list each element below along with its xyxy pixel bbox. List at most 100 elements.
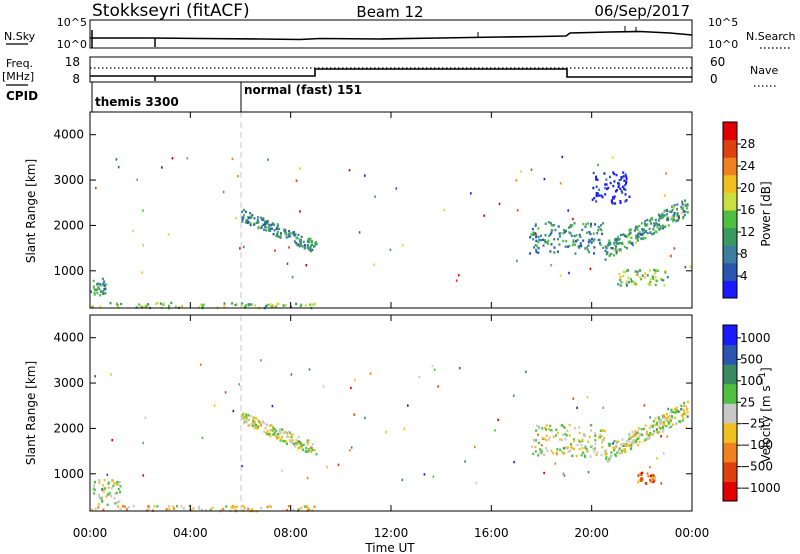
data-cell <box>601 441 603 444</box>
data-cell <box>599 433 602 437</box>
data-cell <box>658 218 661 221</box>
colorbar-segment <box>723 403 737 424</box>
data-cell <box>549 233 552 236</box>
data-cell <box>516 209 519 212</box>
data-cell <box>300 506 303 510</box>
data-cell <box>605 252 608 256</box>
data-cell <box>566 447 569 450</box>
data-cell <box>668 419 671 422</box>
data-cell <box>616 242 619 245</box>
data-cell <box>610 454 613 457</box>
data-cell <box>680 205 683 209</box>
data-cell <box>277 436 280 439</box>
data-cell <box>615 444 618 447</box>
data-cell <box>618 248 621 251</box>
data-cell <box>675 408 678 412</box>
y-tick-label: 3000 <box>53 376 84 390</box>
data-cell <box>572 240 575 244</box>
data-cell <box>556 431 559 434</box>
data-cell <box>602 429 605 432</box>
velocity-panel: 1000 2000 3000 4000 00:00 04:00 08:00 12:00 16:… <box>24 112 781 554</box>
data-cell <box>654 283 657 286</box>
data-cell <box>120 302 123 306</box>
data-cell <box>100 290 102 293</box>
data-cell <box>95 288 98 291</box>
data-cell <box>650 278 653 281</box>
data-cell <box>608 254 611 257</box>
noise-search-label: N.Search <box>746 30 796 43</box>
data-cell <box>623 179 626 182</box>
data-cell <box>627 235 630 238</box>
data-cell <box>254 420 257 423</box>
data-cell <box>176 504 178 508</box>
data-cell <box>540 451 543 455</box>
data-cell <box>587 222 590 225</box>
data-cell <box>667 416 669 419</box>
data-cell <box>241 417 244 420</box>
data-cell <box>658 422 661 426</box>
data-cell <box>682 412 685 416</box>
data-cell <box>305 446 308 450</box>
data-cell <box>550 231 553 234</box>
data-cell <box>543 453 546 456</box>
data-cell <box>636 430 639 433</box>
data-cell <box>307 508 310 512</box>
data-cell <box>672 214 675 217</box>
noise-sky-trace <box>90 30 693 41</box>
data-cell <box>144 416 147 419</box>
data-cell <box>638 474 641 477</box>
data-cell <box>525 370 527 373</box>
data-cell <box>660 278 663 281</box>
data-cell <box>665 213 668 216</box>
data-cell <box>611 201 613 204</box>
data-cell <box>631 243 634 247</box>
data-cell <box>648 437 651 440</box>
data-cell <box>660 435 662 438</box>
data-cell <box>665 417 668 420</box>
data-cell <box>552 224 555 227</box>
data-cell <box>620 189 623 193</box>
data-cell <box>564 245 567 248</box>
data-cell <box>281 469 283 472</box>
data-cell <box>683 401 686 405</box>
data-cell <box>142 244 145 247</box>
data-cell <box>664 271 667 274</box>
data-cell <box>534 445 537 449</box>
power-cbar-label: Power [dB] <box>759 181 773 246</box>
data-cell <box>281 435 283 438</box>
data-cell <box>686 207 689 210</box>
data-cell <box>607 243 610 246</box>
data-cell <box>93 492 96 495</box>
data-cell <box>497 418 499 421</box>
data-cell <box>457 274 460 277</box>
data-cell <box>670 419 672 422</box>
data-cell <box>623 245 626 248</box>
data-cell <box>593 196 596 200</box>
data-cell <box>661 430 664 433</box>
data-cell <box>249 223 252 227</box>
data-cell <box>544 234 547 237</box>
data-cell <box>273 428 276 431</box>
data-cell <box>236 505 238 508</box>
data-cell <box>248 216 251 220</box>
data-cell <box>638 269 641 272</box>
data-cell <box>606 246 609 249</box>
x-tick-label: 16:00 <box>474 526 509 540</box>
data-cell <box>622 444 625 447</box>
data-cell <box>222 190 225 194</box>
data-cell <box>623 187 626 190</box>
data-cell <box>625 283 628 286</box>
data-cell <box>572 239 575 242</box>
data-cell <box>613 180 616 183</box>
colorbar-segment <box>723 245 737 264</box>
data-cell <box>634 236 637 240</box>
data-cell <box>536 424 539 428</box>
data-cell <box>609 456 612 460</box>
data-cell <box>603 429 606 433</box>
data-cell <box>242 412 245 415</box>
data-cell <box>624 200 627 203</box>
data-cell <box>643 228 645 232</box>
data-cell <box>245 413 248 416</box>
data-cell <box>597 229 600 232</box>
